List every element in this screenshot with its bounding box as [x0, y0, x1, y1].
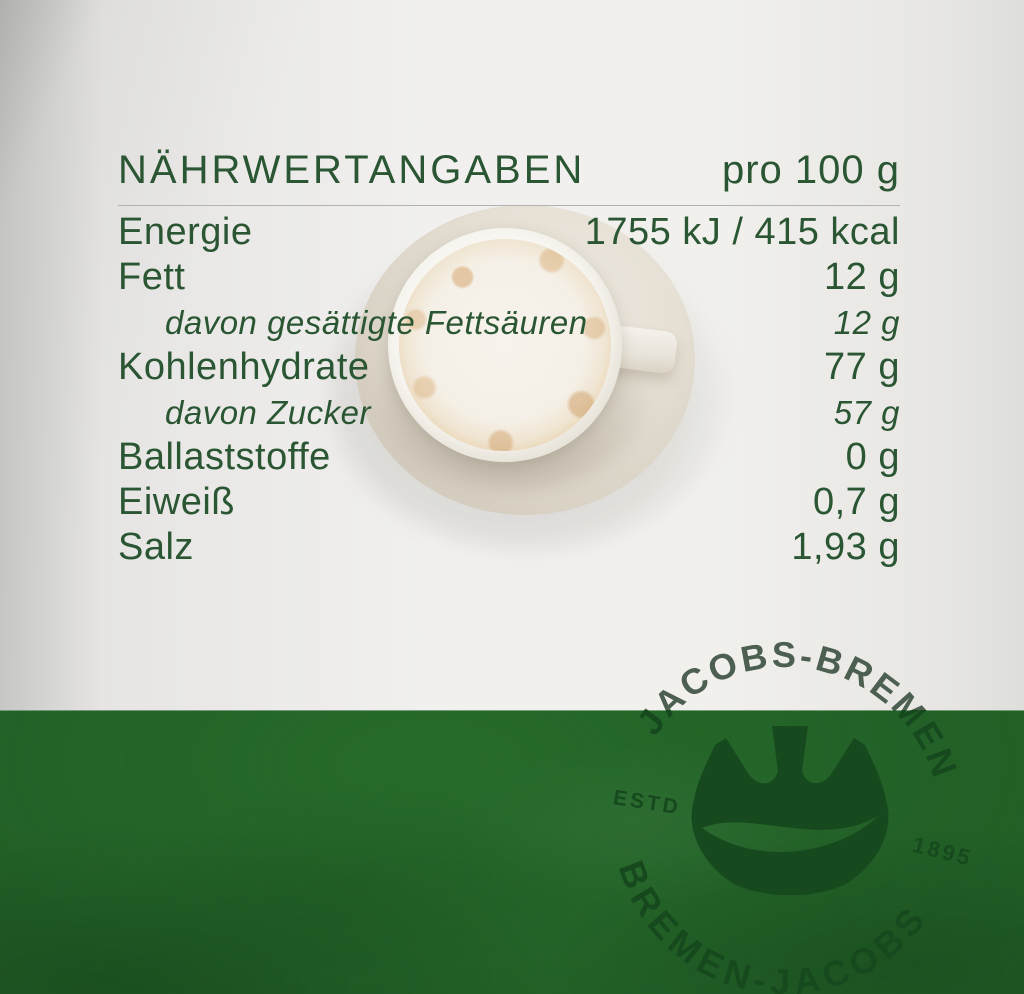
nutrition-value: 12 g [833, 304, 900, 341]
nutrition-label: Kohlenhydrate [118, 346, 370, 388]
nutrition-row: Energie 1755 kJ / 415 kcal [118, 210, 900, 255]
nutrition-value: 57 g [833, 394, 900, 431]
nutrition-row-sub: davon Zucker 57 g [118, 390, 900, 435]
nutrition-row: Salz 1,93 g [118, 525, 900, 570]
nutrition-value: 0,7 g [812, 481, 900, 523]
nutrition-value: 12 g [824, 256, 900, 298]
nutrition-row-sub: davon gesättigte Fettsäuren 12 g [118, 300, 900, 345]
nutrition-row: Kohlenhydrate 77 g [118, 345, 900, 390]
nutrition-row: Eiweiß 0,7 g [118, 480, 900, 525]
header-divider [118, 205, 900, 206]
milk-foam [399, 239, 611, 451]
nutrition-row: Ballaststoffe 0 g [118, 435, 900, 480]
nutrition-label: Energie [118, 211, 253, 253]
nutrition-label: davon Zucker [165, 394, 371, 431]
nutrition-value: 77 g [824, 346, 900, 388]
nutrition-table: NÄHRWERTANGABEN pro 100 g Energie 1755 k… [118, 148, 900, 570]
nutrition-per-100g-label: pro 100 g [721, 148, 900, 192]
nutrition-value: 1755 kJ / 415 kcal [584, 211, 900, 253]
nutrition-value: 1,93 g [791, 526, 900, 568]
nutrition-label: davon gesättigte Fettsäuren [165, 304, 588, 341]
stamp-svg: JACOBS-BREMEN BREMEN-JACOBS ESTD 1895 [610, 633, 976, 994]
nutrition-header: NÄHRWERTANGABEN pro 100 g [118, 148, 900, 192]
jacobs-bremen-stamp: JACOBS-BREMEN BREMEN-JACOBS ESTD 1895 [585, 622, 985, 994]
nutrition-value: 0 g [845, 436, 900, 478]
nutrition-label: Salz [118, 526, 194, 568]
nutrition-label: Fett [118, 256, 186, 298]
nutrition-title: NÄHRWERTANGABEN [118, 148, 586, 192]
nutrition-row: Fett 12 g [118, 255, 900, 300]
nutrition-label: Eiweiß [118, 481, 236, 523]
nutrition-label: Ballaststoffe [118, 436, 331, 478]
